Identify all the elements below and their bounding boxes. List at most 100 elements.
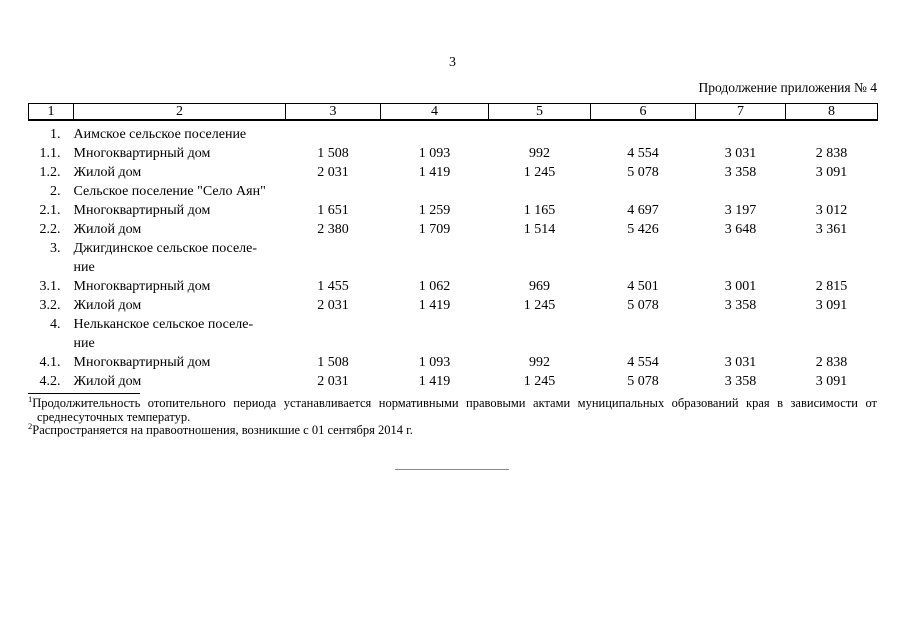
cell-value: 1 651 [317,203,349,218]
footnote-line: 1Продолжительность отопительного периода… [28,393,877,410]
section-heading: Нельканское сельское поселе- ние [73,317,254,351]
cell-value: 1 245 [523,298,556,313]
column-header: 8 [785,103,878,121]
row-number: 4.2. [39,374,61,389]
cell-value: 3 091 [815,298,848,313]
cell-value: 4 554 [627,355,659,370]
row-label: Многоквартирный дом [73,355,211,370]
column-header: 7 [695,103,786,121]
cell-value: 1 508 [317,355,349,370]
cell-value: 2 838 [815,355,848,370]
section-heading: Сельское поселение "Село Аян" [73,184,266,199]
row-label: Многоквартирный дом [73,146,211,161]
cell-value: 4 501 [627,279,659,294]
table-row: 2.2. Жилой дом 2 380 1 709 1 514 5 426 3 648 3 … [29,220,878,239]
table-row: 1.1. Многоквартирный дом 1 508 1 093 992 4 55… [29,144,878,163]
footnote: 1Продолжительность отопительного периода… [28,393,877,424]
table-row: 3.1. Многоквартирный дом 1 455 1 062 969 4 50… [29,277,878,296]
cell-value: 3 648 [724,222,757,237]
cell-value: 3 358 [724,374,757,389]
row-label: Жилой дом [73,222,142,237]
footnotes-section: 1Продолжительность отопительного периода… [28,393,877,438]
row-number: 4. [50,317,61,332]
cell-value: 1 419 [418,298,451,313]
row-number: 1. [50,127,61,142]
cell-value: 969 [529,279,550,294]
cell-value: 3 358 [724,165,757,180]
table-row: 2.1. Многоквартирный дом 1 651 1 259 1 165 4 … [29,201,878,220]
table-row: 4.2. Жилой дом 2 031 1 419 1 245 5 078 3 358 3 … [29,372,878,391]
table-row: 2. Сельское поселение "Село Аян" [29,182,878,201]
cell-value: 3 012 [815,203,848,218]
footnote-marker: 2 [28,420,33,431]
table-row: 4.1. Многоквартирный дом 1 508 1 093 992 4 55… [29,353,878,372]
cell-value: 3 358 [724,298,757,313]
cell-value: 1 455 [317,279,349,294]
footnote-separator [28,393,140,394]
cell-value: 1 419 [418,374,451,389]
column-header: 2 [73,103,286,121]
section-heading: Аимское сельское поселение [73,127,247,142]
continuation-note: Продолжение приложения № 4 [698,80,877,95]
cell-value: 1 514 [523,222,556,237]
cell-value: 3 031 [724,355,757,370]
cell-value: 1 709 [418,222,451,237]
row-number: 4.1. [39,355,61,370]
row-number: 3.1. [39,279,61,294]
footnote-line: среднесуточных температур. [37,409,191,424]
table-row: 4. Нельканское сельское поселе- ние [29,315,878,353]
row-number: 3. [50,241,61,256]
cell-value: 5 426 [627,222,659,237]
cell-value: 992 [529,146,550,161]
cell-value: 1 093 [418,146,451,161]
row-label: Жилой дом [73,374,142,389]
cell-value: 2 031 [317,165,349,180]
row-label: Жилой дом [73,298,142,313]
row-label: Многоквартирный дом [73,279,211,294]
cell-value: 1 245 [523,374,556,389]
cell-value: 4 554 [627,146,659,161]
table-row: 3. Джигдинское сельское поселе- ние [29,239,878,277]
table-row: 3.2. Жилой дом 2 031 1 419 1 245 5 078 3 358 3 … [29,296,878,315]
row-number: 2.2. [39,222,61,237]
cell-value: 3 197 [724,203,757,218]
cell-value: 1 259 [418,203,451,218]
cell-value: 2 031 [317,374,349,389]
cell-value: 2 815 [815,279,848,294]
footnote: 2Распространяется на правоотношения, воз… [28,420,877,438]
cell-value: 1 419 [418,165,451,180]
cell-value: 2 031 [317,298,349,313]
column-header: 4 [380,103,489,121]
cell-value: 3 091 [815,374,848,389]
cell-value: 1 062 [418,279,451,294]
cell-value: 3 031 [724,146,757,161]
cell-value: 4 697 [627,203,659,218]
column-header: 5 [488,103,591,121]
cell-value: 5 078 [627,374,659,389]
cell-value: 1 165 [523,203,556,218]
column-header: 3 [285,103,381,121]
cell-value: 3 361 [815,222,848,237]
cell-value: 3 001 [724,279,757,294]
row-number: 2.1. [39,203,61,218]
row-label: Многоквартирный дом [73,203,211,218]
table-row: 1.2. Жилой дом 2 031 1 419 1 245 5 078 3 358 3 … [29,163,878,182]
cell-value: 1 245 [523,165,556,180]
column-header: 6 [590,103,696,121]
footnote-line: 2Распространяется на правоотношения, воз… [28,420,413,437]
cell-value: 1 508 [317,146,349,161]
row-number: 2. [50,184,61,199]
row-number: 1.2. [39,165,61,180]
section-heading: Джигдинское сельское поселе- ние [73,241,258,275]
cell-value: 5 078 [627,165,659,180]
row-label: Жилой дом [73,165,142,180]
cell-value: 992 [529,355,550,370]
end-divider [395,469,509,470]
row-number: 3.2. [39,298,61,313]
column-header: 1 [28,103,74,121]
cell-value: 5 078 [627,298,659,313]
footnote-marker: 1 [28,393,33,404]
